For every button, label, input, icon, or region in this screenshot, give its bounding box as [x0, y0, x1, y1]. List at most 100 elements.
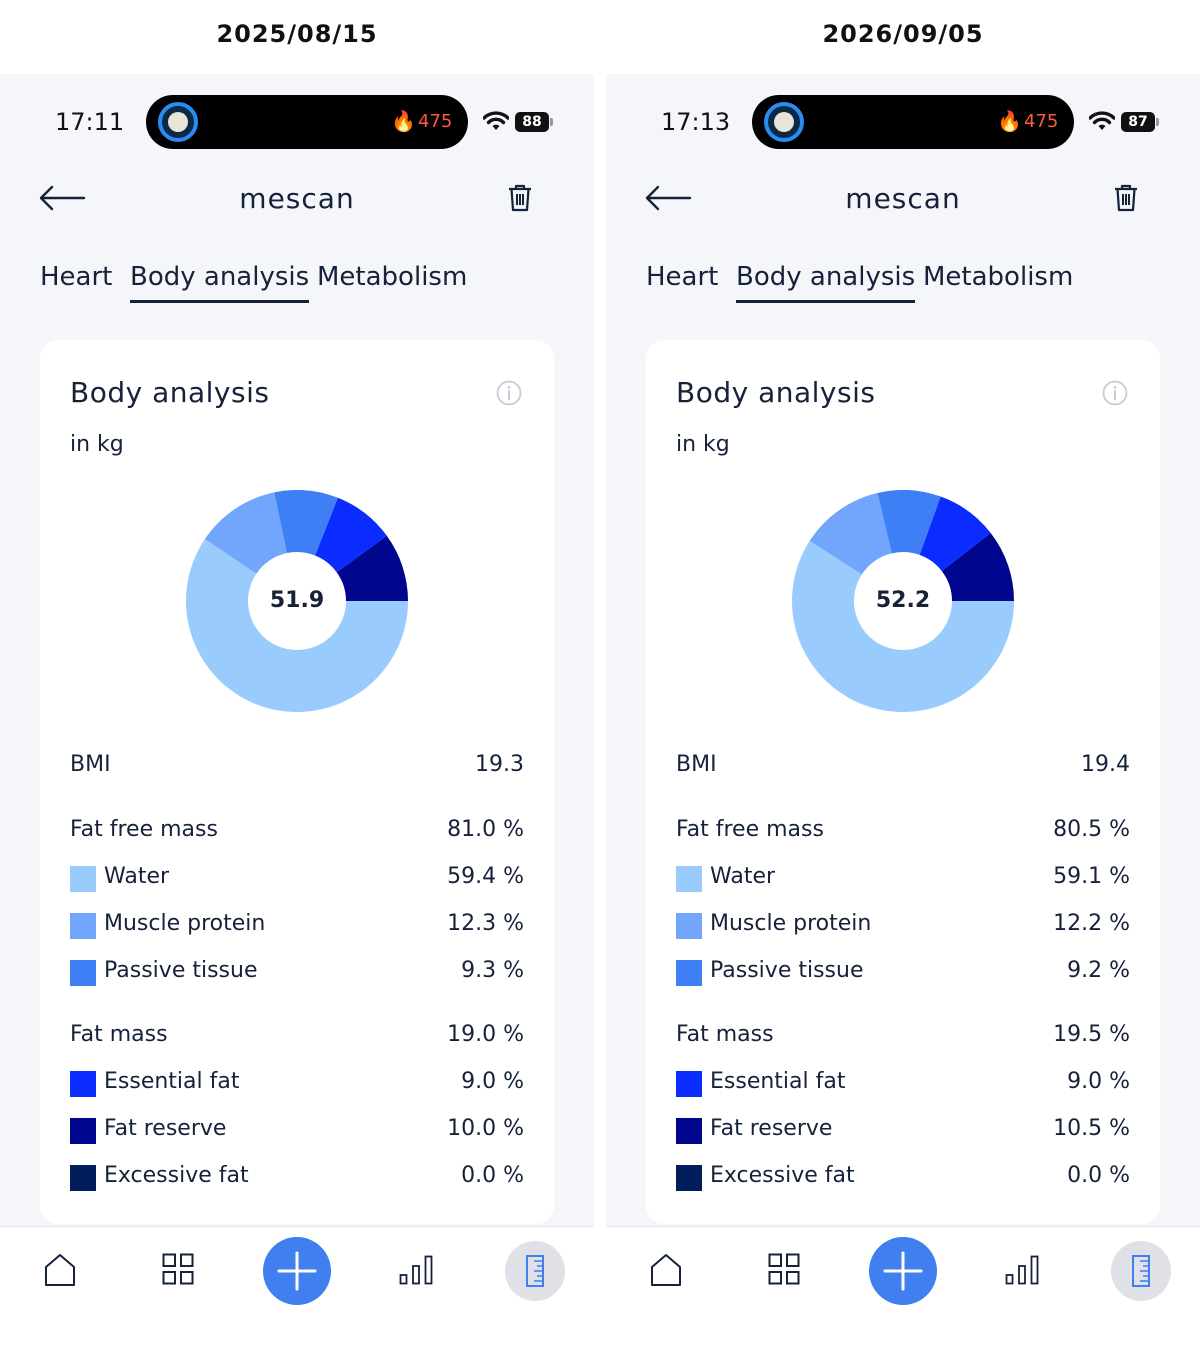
essential-fat-swatch: [70, 1071, 96, 1097]
card-unit: in kg: [676, 432, 730, 457]
battery-level: 87: [1121, 112, 1155, 132]
excessive-fat-swatch: [70, 1165, 96, 1191]
fat-reserve-label: Fat reserve: [710, 1116, 833, 1141]
battery-nub: [550, 118, 553, 126]
dashboard-grid-icon[interactable]: [768, 1253, 800, 1285]
activity-ring-icon: [158, 102, 198, 142]
bmi-row: BMI 19.3: [70, 752, 524, 782]
fat-mass-value: 19.0 %: [447, 1022, 524, 1047]
fat-reserve-label: Fat reserve: [104, 1116, 227, 1141]
food-bowl-icon: [168, 112, 188, 132]
body-analysis-card: Body analysis in kg 52.2 BMI 19.4 Fat fr…: [646, 340, 1160, 1224]
statistics-icon[interactable]: [1005, 1255, 1039, 1285]
tab-body-analysis[interactable]: Body analysis: [736, 262, 916, 303]
fat-reserve-swatch: [70, 1118, 96, 1144]
fat-reserve-value: 10.0 %: [447, 1116, 524, 1141]
muscle-protein-label: Muscle protein: [710, 911, 872, 936]
fat-reserve-row: Fat reserve 10.0 %: [70, 1116, 524, 1146]
fat-reserve-row: Fat reserve 10.5 %: [676, 1116, 1130, 1146]
dynamic-island[interactable]: 🔥 475: [146, 95, 468, 149]
page-title: mescan: [845, 182, 961, 215]
wifi-icon: [1089, 111, 1115, 130]
tab-body-analysis[interactable]: Body analysis: [130, 262, 310, 303]
card-title: Body analysis: [70, 376, 270, 409]
essential-fat-value: 9.0 %: [461, 1069, 524, 1094]
excessive-fat-value: 0.0 %: [1067, 1163, 1130, 1188]
trash-icon[interactable]: [507, 184, 533, 212]
muscle-protein-row: Muscle protein 12.2 %: [676, 911, 1130, 941]
fat-free-mass-row: Fat free mass 80.5 %: [676, 817, 1130, 847]
bmi-value: 19.4: [1081, 752, 1130, 777]
add-button[interactable]: [263, 1237, 331, 1305]
info-icon[interactable]: [496, 380, 522, 406]
muscle-protein-label: Muscle protein: [104, 911, 266, 936]
body-composition-donut-chart: [186, 490, 408, 712]
essential-fat-swatch: [676, 1071, 702, 1097]
fat-free-mass-label: Fat free mass: [70, 817, 218, 842]
passive-tissue-swatch: [70, 960, 96, 986]
water-value: 59.1 %: [1053, 864, 1130, 889]
back-arrow-icon[interactable]: [38, 184, 86, 212]
dynamic-island[interactable]: 🔥 475: [752, 95, 1074, 149]
home-icon[interactable]: [650, 1253, 682, 1287]
body-scale-tab[interactable]: [1111, 1241, 1171, 1301]
essential-fat-label: Essential fat: [710, 1069, 846, 1094]
status-time: 17:13: [661, 108, 731, 136]
water-label: Water: [104, 864, 170, 889]
passive-tissue-label: Passive tissue: [104, 958, 258, 983]
muscle-protein-swatch: [70, 913, 96, 939]
fat-mass-label: Fat mass: [70, 1022, 168, 1047]
calorie-count: 475: [1024, 111, 1059, 132]
trash-icon[interactable]: [1113, 184, 1139, 212]
donut-slice-water: [792, 540, 1014, 712]
donut-slice-passive-tissue: [877, 490, 941, 555]
home-icon[interactable]: [44, 1253, 76, 1287]
fat-free-mass-value: 81.0 %: [447, 817, 524, 842]
phone-screen: 17:13 🔥 475 87 mescan Heart Body analysi…: [606, 74, 1200, 1365]
excessive-fat-value: 0.0 %: [461, 1163, 524, 1188]
donut-slice-fat-reserve: [336, 535, 408, 601]
fat-free-mass-label: Fat free mass: [676, 817, 824, 842]
battery-level: 88: [515, 112, 549, 132]
body-scale-tab[interactable]: [505, 1241, 565, 1301]
fat-reserve-value: 10.5 %: [1053, 1116, 1130, 1141]
bottom-navigation: [606, 1226, 1200, 1365]
body-analysis-card: Body analysis in kg 51.9 BMI 19.3 Fat fr…: [40, 340, 554, 1224]
tab-metabolism[interactable]: Metabolism: [317, 262, 468, 292]
donut-slice-fat-reserve: [941, 532, 1014, 601]
back-arrow-icon[interactable]: [644, 184, 692, 212]
flame-icon: 🔥: [997, 109, 1022, 133]
statistics-icon[interactable]: [399, 1255, 433, 1285]
excessive-fat-swatch: [676, 1165, 702, 1191]
info-icon[interactable]: [1102, 380, 1128, 406]
donut-center-value: 51.9: [269, 588, 325, 613]
essential-fat-value: 9.0 %: [1067, 1069, 1130, 1094]
excessive-fat-label: Excessive fat: [104, 1163, 249, 1188]
tab-heart[interactable]: Heart: [646, 262, 719, 292]
tab-metabolism[interactable]: Metabolism: [923, 262, 1074, 292]
dashboard-grid-icon[interactable]: [162, 1253, 194, 1285]
screenshot-date-label: 2026/09/05: [822, 20, 984, 48]
passive-tissue-value: 9.3 %: [461, 958, 524, 983]
donut-slice-muscle-protein: [204, 492, 287, 574]
food-bowl-icon: [774, 112, 794, 132]
excessive-fat-row: Excessive fat 0.0 %: [70, 1163, 524, 1193]
muscle-protein-row: Muscle protein 12.3 %: [70, 911, 524, 941]
bmi-value: 19.3: [475, 752, 524, 777]
tab-heart[interactable]: Heart: [40, 262, 113, 292]
bmi-label: BMI: [676, 752, 717, 777]
water-swatch: [70, 866, 96, 892]
fat-mass-label: Fat mass: [676, 1022, 774, 1047]
essential-fat-row: Essential fat 9.0 %: [676, 1069, 1130, 1099]
wifi-icon: [483, 111, 509, 130]
add-button[interactable]: [869, 1237, 937, 1305]
water-row: Water 59.1 %: [676, 864, 1130, 894]
donut-slice-muscle-protein: [809, 492, 892, 575]
card-title: Body analysis: [676, 376, 876, 409]
passive-tissue-swatch: [676, 960, 702, 986]
muscle-protein-value: 12.2 %: [1053, 911, 1130, 936]
passive-tissue-row: Passive tissue 9.3 %: [70, 958, 524, 988]
essential-fat-label: Essential fat: [104, 1069, 240, 1094]
phone-screen: 17:11 🔥 475 88 mescan Heart Body analysi…: [0, 74, 594, 1365]
page-title: mescan: [239, 182, 355, 215]
